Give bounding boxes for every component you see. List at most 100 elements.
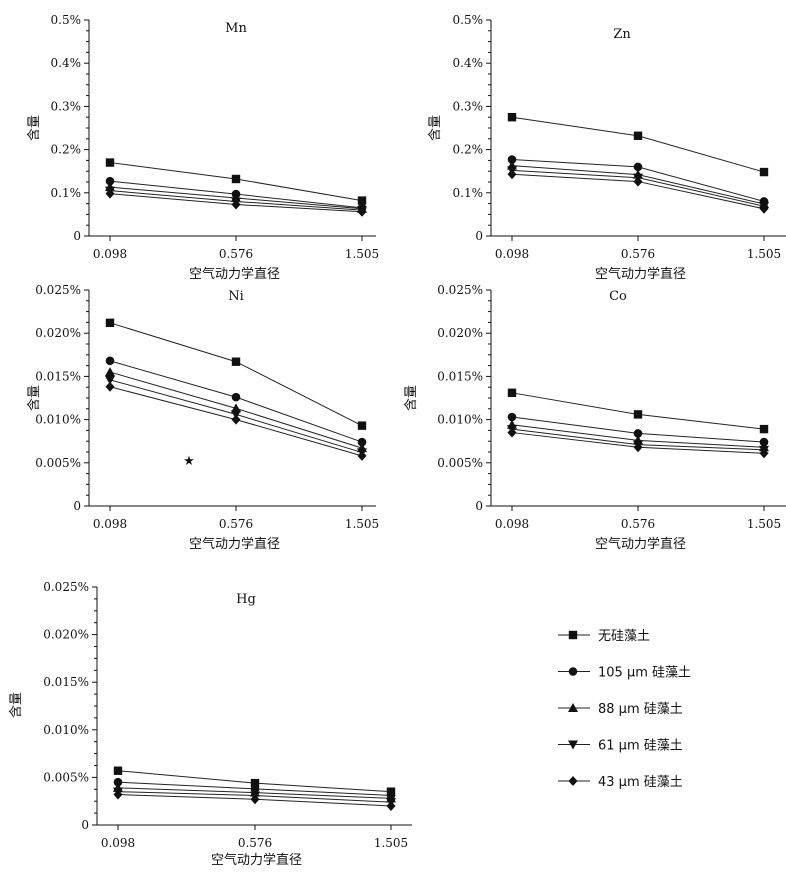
legend-marker <box>568 740 578 750</box>
y-tick-label: 0.010% <box>35 413 81 427</box>
data-point <box>759 437 769 447</box>
data-point <box>507 169 517 180</box>
legend-label: 61 μm 硅藻土 <box>598 739 683 754</box>
legend-marker <box>568 667 578 676</box>
series-4 <box>507 427 769 459</box>
data-point <box>105 356 115 366</box>
y-axis-label: 含量 <box>403 385 419 411</box>
data-point <box>105 375 115 385</box>
series-1 <box>105 356 367 447</box>
series-4 <box>105 188 367 217</box>
data-point <box>507 427 517 438</box>
data-point <box>250 778 260 788</box>
series-line <box>109 360 363 443</box>
x-tick-label: 1.505 <box>374 836 408 850</box>
legend-label: 无硅藻土 <box>598 629 650 644</box>
y-tick-label: 0.020% <box>43 628 89 642</box>
x-axis-label: 空气动力学直径 <box>595 266 686 282</box>
data-point <box>507 155 517 164</box>
x-tick-label: 1.505 <box>747 517 781 531</box>
x-tick-label: 0.098 <box>495 517 529 531</box>
data-point <box>759 167 769 177</box>
y-tick-label: 0 <box>475 229 483 243</box>
data-point <box>231 392 241 402</box>
x-tick-label: 0.098 <box>101 836 135 850</box>
series-1 <box>507 412 769 447</box>
y-tick-label: 0.4% <box>51 56 82 70</box>
data-point <box>231 403 241 413</box>
data-point <box>105 381 115 392</box>
y-tick-label: 0.025% <box>437 283 483 297</box>
data-point <box>507 388 517 398</box>
y-tick-label: 0.015% <box>437 369 483 383</box>
x-tick-label: 0.576 <box>238 836 272 850</box>
panel-co: 0 0.005% 0.010% 0.015% 0.020% 0.025% 0.098 0.57… <box>403 283 786 552</box>
data-point <box>357 421 367 430</box>
x-tick-label: 0.576 <box>621 517 655 531</box>
data-point <box>105 318 115 328</box>
data-point <box>231 199 241 210</box>
y-tick-label: 0.005% <box>437 456 483 470</box>
y-tick-label: 0 <box>475 499 483 513</box>
y-axis-label: 含量 <box>26 385 42 411</box>
data-point <box>250 794 260 805</box>
panel-title: Hg <box>236 592 256 607</box>
y-tick-label: 0.020% <box>437 326 483 340</box>
legend-label: 88 μm 硅藻土 <box>598 702 683 717</box>
y-tick-label: 0.1% <box>51 186 82 200</box>
data-point <box>759 448 769 459</box>
series-0 <box>507 113 769 177</box>
x-tick-label: 0.098 <box>495 247 529 261</box>
data-point <box>105 367 115 377</box>
legend-label: 43 μm 硅藻土 <box>598 775 683 790</box>
data-point <box>759 203 769 214</box>
panel-title: Mn <box>225 21 247 36</box>
y-tick-label: 0 <box>73 499 81 513</box>
y-tick-label: 0.015% <box>35 369 81 383</box>
x-axis-label: 空气动力学直径 <box>595 536 686 552</box>
data-point <box>633 162 643 172</box>
x-tick-label: 0.576 <box>219 517 253 531</box>
y-tick-label: 0 <box>81 818 89 832</box>
x-axis-label: 空气动力学直径 <box>189 536 280 552</box>
y-axis-label: 含量 <box>26 115 42 141</box>
data-point <box>113 789 123 800</box>
x-tick-label: 0.576 <box>219 247 253 261</box>
data-point <box>105 158 115 167</box>
legend: 无硅藻土 105 μm 硅藻土 88 μm 硅藻土 61 μm 硅藻土 43 μm 硅藻… <box>558 629 691 790</box>
y-tick-label: 0.2% <box>453 143 484 157</box>
data-point <box>231 414 241 425</box>
legend-label: 105 μm 硅藻土 <box>598 666 691 681</box>
data-point <box>113 766 123 775</box>
y-tick-label: 0.4% <box>453 56 484 70</box>
y-axis-label: 含量 <box>8 692 24 718</box>
legend-marker <box>568 703 578 712</box>
data-point <box>759 424 769 434</box>
panel-mn: 0 0.1% 0.2% 0.3% 0.4% 0.5% 0.098 0.576 1.505 Mn 含量… <box>26 13 379 282</box>
data-point <box>357 206 367 217</box>
panel-hg: 0 0.005% 0.010% 0.015% 0.020% 0.025% 0.098 0.57… <box>8 580 412 868</box>
y-tick-label: 0.020% <box>35 326 81 340</box>
x-tick-label: 1.505 <box>747 247 781 261</box>
y-tick-label: 0 <box>73 229 81 243</box>
legend-marker <box>568 776 578 786</box>
x-tick-label: 1.505 <box>345 247 379 261</box>
y-tick-label: 0.3% <box>51 99 82 113</box>
y-tick-label: 0.3% <box>453 99 484 113</box>
x-tick-label: 0.576 <box>621 247 655 261</box>
data-point <box>633 410 643 419</box>
y-tick-label: 0.2% <box>51 143 82 157</box>
data-point <box>633 131 643 140</box>
y-tick-label: 0.015% <box>43 675 89 689</box>
y-tick-label: 0.010% <box>437 413 483 427</box>
data-point <box>231 357 241 366</box>
x-tick-label: 1.505 <box>345 517 379 531</box>
x-tick-label: 0.098 <box>93 247 127 261</box>
y-tick-label: 0.025% <box>43 580 89 594</box>
data-point <box>113 777 123 787</box>
data-point <box>633 176 643 187</box>
y-tick-label: 0.5% <box>453 13 484 27</box>
x-tick-label: 0.098 <box>93 517 127 531</box>
series-4 <box>113 789 396 811</box>
